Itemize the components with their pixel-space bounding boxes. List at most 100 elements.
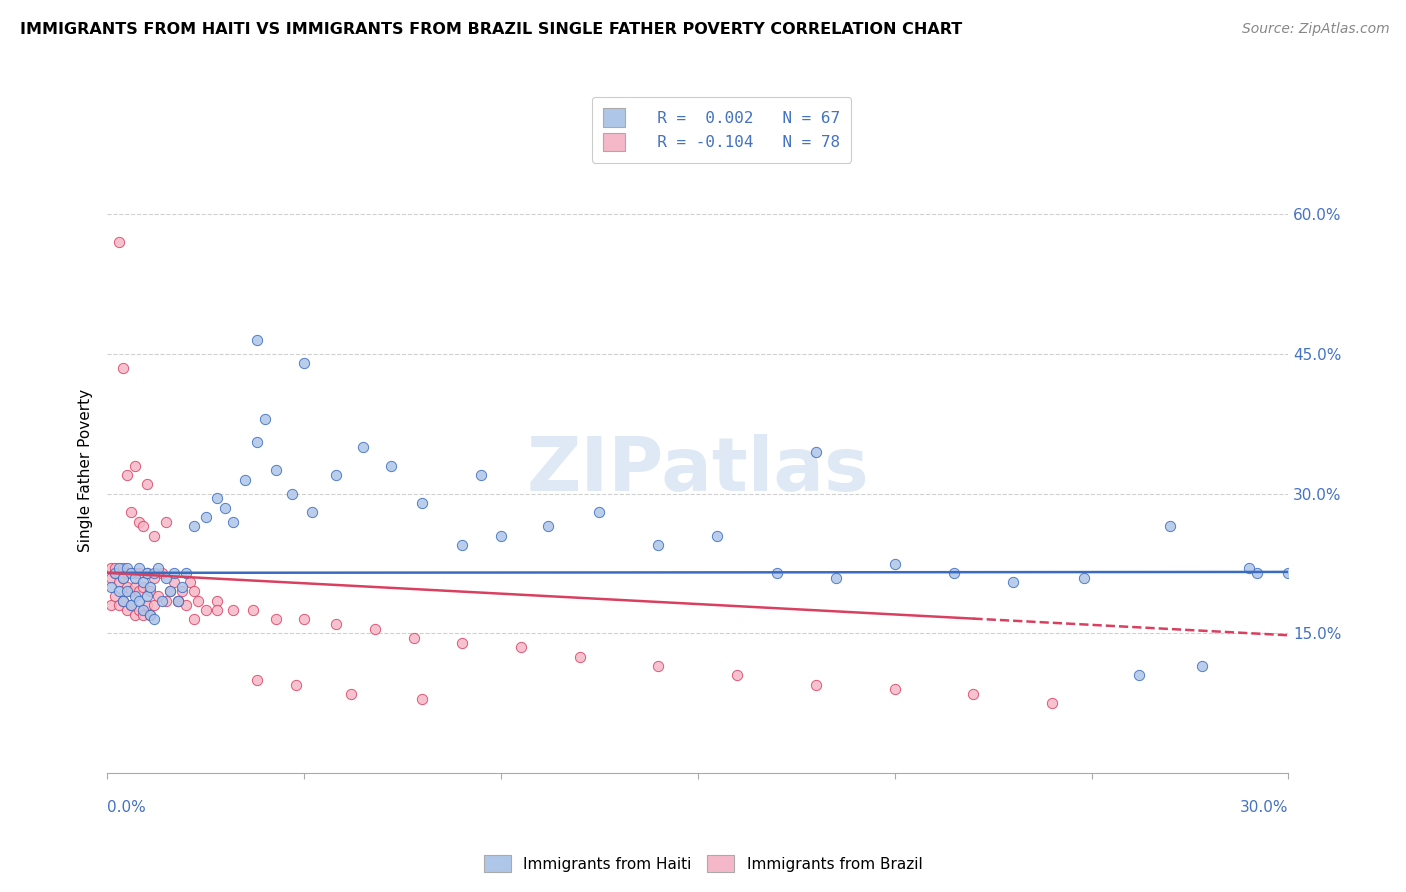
Point bbox=[706, 528, 728, 542]
Point bbox=[115, 584, 138, 599]
Point bbox=[183, 612, 205, 626]
Point bbox=[537, 519, 560, 533]
Point bbox=[364, 622, 387, 636]
Point bbox=[883, 682, 905, 697]
Point bbox=[115, 566, 138, 580]
Point bbox=[170, 580, 193, 594]
Point bbox=[804, 678, 827, 692]
Point bbox=[128, 561, 150, 575]
Point bbox=[159, 584, 181, 599]
Point bbox=[104, 561, 127, 575]
Point bbox=[1128, 668, 1150, 682]
Point bbox=[233, 473, 256, 487]
Text: 30.0%: 30.0% bbox=[1240, 800, 1288, 815]
Point bbox=[111, 570, 134, 584]
Point bbox=[120, 599, 142, 613]
Text: ZIPatlas: ZIPatlas bbox=[526, 434, 869, 507]
Point bbox=[187, 594, 209, 608]
Y-axis label: Single Father Poverty: Single Father Poverty bbox=[79, 389, 93, 552]
Point bbox=[124, 458, 146, 473]
Point bbox=[143, 599, 166, 613]
Point bbox=[253, 412, 276, 426]
Point bbox=[135, 566, 157, 580]
Point bbox=[120, 566, 142, 580]
Legend: Immigrants from Haiti, Immigrants from Brazil: Immigrants from Haiti, Immigrants from B… bbox=[477, 847, 929, 880]
Point bbox=[108, 584, 131, 599]
Point bbox=[159, 584, 181, 599]
Point bbox=[131, 580, 153, 594]
Point bbox=[167, 594, 190, 608]
Point bbox=[404, 631, 426, 645]
Point bbox=[725, 668, 748, 682]
Point bbox=[100, 570, 122, 584]
Point bbox=[588, 505, 610, 519]
Point bbox=[108, 235, 131, 250]
Point bbox=[120, 599, 142, 613]
Point bbox=[131, 607, 153, 622]
Point bbox=[266, 612, 288, 626]
Point bbox=[194, 603, 217, 617]
Point bbox=[135, 589, 157, 603]
Point bbox=[568, 649, 591, 664]
Point bbox=[139, 584, 162, 599]
Point bbox=[111, 594, 134, 608]
Point bbox=[100, 561, 122, 575]
Point bbox=[148, 589, 170, 603]
Point bbox=[143, 566, 166, 580]
Point bbox=[108, 566, 131, 580]
Point bbox=[804, 444, 827, 458]
Point bbox=[1191, 659, 1213, 673]
Point bbox=[207, 491, 229, 506]
Point bbox=[143, 528, 166, 542]
Point bbox=[104, 566, 127, 580]
Point bbox=[883, 557, 905, 571]
Point bbox=[111, 570, 134, 584]
Point bbox=[115, 580, 138, 594]
Point bbox=[163, 566, 186, 580]
Point bbox=[183, 519, 205, 533]
Point bbox=[108, 599, 131, 613]
Point bbox=[120, 584, 142, 599]
Point bbox=[194, 510, 217, 524]
Point bbox=[143, 570, 166, 584]
Point bbox=[647, 659, 669, 673]
Point bbox=[155, 570, 177, 584]
Point bbox=[962, 687, 984, 701]
Point bbox=[246, 435, 269, 450]
Point bbox=[155, 515, 177, 529]
Point bbox=[167, 594, 190, 608]
Point bbox=[135, 566, 157, 580]
Point bbox=[128, 594, 150, 608]
Point bbox=[647, 538, 669, 552]
Point bbox=[170, 584, 193, 599]
Point bbox=[128, 515, 150, 529]
Point bbox=[128, 566, 150, 580]
Point bbox=[411, 496, 433, 510]
Point bbox=[167, 594, 190, 608]
Point bbox=[380, 458, 402, 473]
Point bbox=[292, 612, 315, 626]
Point bbox=[174, 599, 197, 613]
Point bbox=[1001, 575, 1024, 590]
Point bbox=[301, 505, 323, 519]
Point bbox=[246, 673, 269, 687]
Point bbox=[124, 580, 146, 594]
Point bbox=[1237, 561, 1260, 575]
Point bbox=[131, 519, 153, 533]
Text: 0.0%: 0.0% bbox=[107, 800, 146, 815]
Point bbox=[100, 580, 122, 594]
Point bbox=[942, 566, 965, 580]
Point bbox=[143, 612, 166, 626]
Point bbox=[120, 505, 142, 519]
Point bbox=[281, 486, 304, 500]
Point bbox=[824, 570, 846, 584]
Point bbox=[150, 594, 173, 608]
Point bbox=[139, 580, 162, 594]
Point bbox=[131, 575, 153, 590]
Point bbox=[1073, 570, 1095, 584]
Point bbox=[111, 561, 134, 575]
Point bbox=[509, 640, 531, 655]
Point bbox=[242, 603, 264, 617]
Point bbox=[1246, 566, 1268, 580]
Point bbox=[352, 440, 374, 454]
